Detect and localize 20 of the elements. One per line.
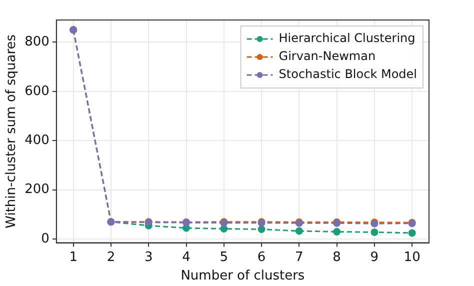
y-axis-title: Within-cluster sum of squares — [4, 34, 20, 228]
x-tick-label: 2 — [106, 250, 116, 265]
legend-label: Girvan-Newman — [278, 49, 376, 64]
x-tick-label: 8 — [332, 250, 341, 265]
x-tick-label: 7 — [295, 250, 304, 265]
x-tick-label: 6 — [257, 250, 266, 265]
y-tick-label: 0 — [41, 231, 50, 246]
x-axis-title: Number of clusters — [180, 268, 305, 284]
x-tick-label: 1 — [69, 250, 78, 265]
y-tick-label: 800 — [24, 34, 50, 50]
y-tick-label: 200 — [24, 182, 50, 198]
legend-label: Stochastic Block Model — [278, 67, 418, 82]
x-tick-label: 9 — [370, 250, 379, 265]
y-tick-label: 400 — [24, 133, 50, 148]
legend-label: Hierarchical Clustering — [278, 31, 416, 46]
y-tick-label: 600 — [24, 84, 50, 99]
x-tick-label: 5 — [220, 250, 228, 265]
x-tick-label: 3 — [144, 250, 153, 265]
x-tick-label: 4 — [182, 250, 190, 265]
x-tick-label: 10 — [404, 250, 420, 265]
